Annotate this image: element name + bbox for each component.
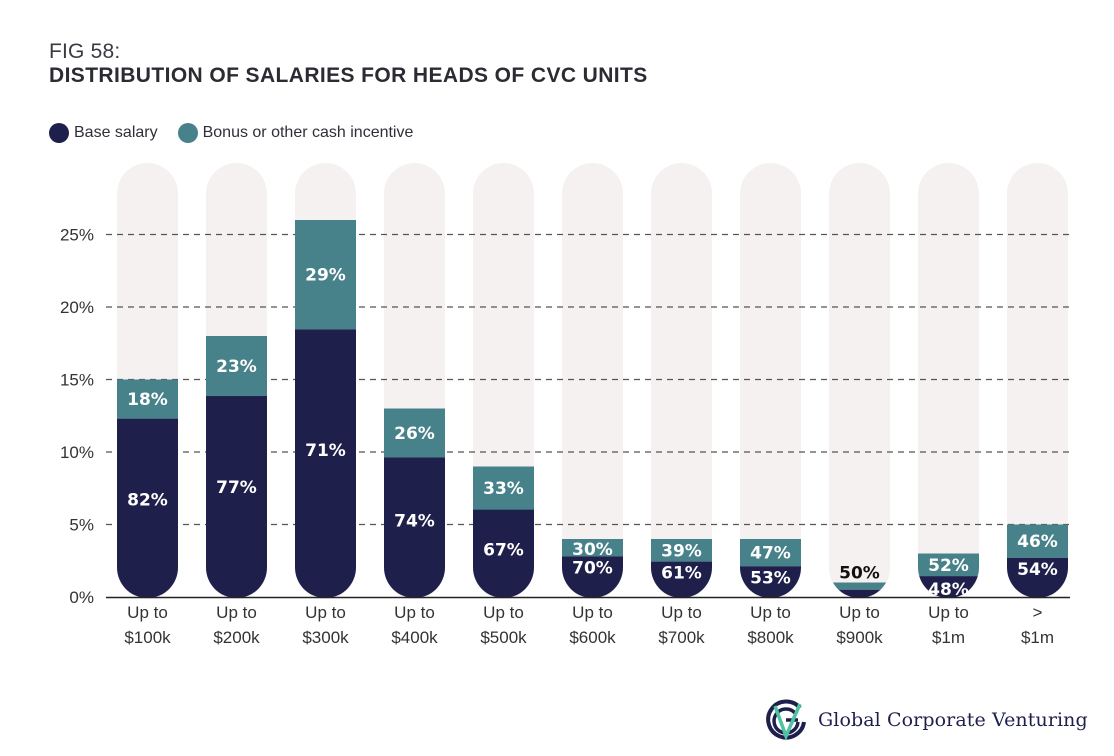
bar-stack <box>829 582 890 598</box>
legend-swatch-bonus <box>177 123 198 143</box>
legend-swatch-base <box>49 123 69 143</box>
bar-segment-bonus <box>562 539 623 557</box>
data-label-bonus: 50% <box>839 564 880 584</box>
x-tick-label: Up to <box>394 603 435 622</box>
data-label-bonus: 46% <box>1017 532 1058 552</box>
axes: 0% 5% 10% 15% 20% 25% Up to $100k Up to $200k Up t… <box>60 226 1070 647</box>
data-label-base: 54% <box>1017 560 1058 580</box>
bar-segment-base <box>918 576 979 598</box>
data-label-base: 70% <box>572 558 613 578</box>
x-tick-label: Up to <box>127 603 168 622</box>
bar-background <box>829 163 890 599</box>
data-label-base: 74% <box>394 512 435 532</box>
x-tick-label: Up to <box>305 603 346 622</box>
data-label-base: 67% <box>483 540 524 560</box>
x-tick-label: $800k <box>747 628 794 647</box>
bar-segment-bonus <box>740 539 801 567</box>
bars <box>117 220 1068 598</box>
bar-segment-bonus <box>829 582 890 590</box>
bar-segment-bonus <box>384 408 445 458</box>
data-label-bonus: 30% <box>572 540 613 560</box>
bar-background <box>1007 163 1068 599</box>
logo: Global Corporate Venturing <box>762 696 1088 744</box>
y-tick-label: 5% <box>69 516 94 535</box>
legend-item-base: Base salary <box>49 123 158 143</box>
logo-text: Global Corporate Venturing <box>818 709 1088 731</box>
x-tick-label: $1m <box>932 628 965 647</box>
bar-stack <box>473 466 534 598</box>
bar-segment-base <box>295 329 356 598</box>
bar-segment-bonus <box>295 220 356 330</box>
legend-item-bonus: Bonus or other cash incentive <box>177 123 414 143</box>
x-tick-label: $300k <box>302 628 349 647</box>
bar-segment-bonus <box>206 336 267 397</box>
x-tick-label: $500k <box>480 628 527 647</box>
data-label-base: 53% <box>750 568 791 588</box>
data-label-bonus: 23% <box>216 357 257 377</box>
y-tick-label: 10% <box>60 443 94 462</box>
bar-stack <box>117 379 178 598</box>
x-tick-label: Up to <box>928 603 969 622</box>
x-tick-label: Up to <box>839 603 880 622</box>
figure-number: FIG 58: <box>49 40 121 63</box>
y-tick-label: 15% <box>60 371 94 390</box>
data-label-bonus: 18% <box>127 390 168 410</box>
x-tick-label: $700k <box>658 628 705 647</box>
bar-segment-base <box>117 418 178 598</box>
legend: Base salary Bonus or other cash incentiv… <box>49 123 433 143</box>
legend-label-bonus: Bonus or other cash incentive <box>202 124 414 141</box>
y-tick-label: 20% <box>60 298 94 317</box>
x-tick-label: $600k <box>569 628 616 647</box>
y-tick-label: 25% <box>60 226 94 245</box>
bar-background <box>918 163 979 599</box>
x-tick-label: > <box>1033 603 1043 622</box>
data-label-base: 61% <box>661 564 702 584</box>
bar-stack <box>295 220 356 598</box>
bar-background <box>740 163 801 599</box>
bar-segment-bonus <box>918 553 979 577</box>
stacked-bar-chart: 0% 5% 10% 15% 20% 25% Up to $100k Up to $200k Up t… <box>60 163 1070 647</box>
data-labels: 18% 82% 23% 77% 29% 71% 26% 74% 33% 67% 30%70% 39% 6… <box>127 266 1058 600</box>
data-label-bonus: 26% <box>394 424 435 444</box>
gcv-logo-icon <box>766 699 806 741</box>
x-tick-label: Up to <box>483 603 524 622</box>
x-tick-label: $1m <box>1021 628 1054 647</box>
x-tick-label: Up to <box>216 603 257 622</box>
x-tick-label: Up to <box>661 603 702 622</box>
bar-background <box>651 163 712 599</box>
data-label-bonus: 52% <box>928 556 969 576</box>
bar-segment-bonus <box>473 466 534 510</box>
data-label-base: 48% <box>928 580 969 600</box>
x-tick-label: $400k <box>391 628 438 647</box>
bar-stack <box>206 336 267 598</box>
data-label-bonus: 29% <box>305 266 346 286</box>
bar-segment-base <box>829 589 890 598</box>
data-label-base: 82% <box>127 490 168 510</box>
bar-stack <box>918 553 979 598</box>
bar-segment-bonus <box>117 379 178 419</box>
data-label-base: 71% <box>305 441 346 461</box>
data-label-bonus: 39% <box>661 541 702 561</box>
bar-segment-bonus <box>651 539 712 562</box>
x-tick-label: $100k <box>124 628 171 647</box>
gridlines <box>106 233 1070 526</box>
y-tick-label: 0% <box>69 588 94 607</box>
chart-title: DISTRIBUTION OF SALARIES FOR HEADS OF CV… <box>49 64 648 87</box>
data-label-bonus: 33% <box>483 479 524 499</box>
data-label-bonus: 47% <box>750 544 791 564</box>
bar-background <box>562 163 623 599</box>
bar-segment-base <box>384 457 445 598</box>
bar-segment-base <box>206 396 267 598</box>
data-label-base: 77% <box>216 478 257 498</box>
x-tick-label: $200k <box>213 628 260 647</box>
x-tick-label: Up to <box>750 603 791 622</box>
bar-stack <box>384 408 445 598</box>
bar-segment-base <box>473 509 534 598</box>
bar-segment-bonus <box>1007 524 1068 558</box>
legend-label-base: Base salary <box>74 124 158 141</box>
x-tick-label: $900k <box>836 628 883 647</box>
x-tick-label: Up to <box>572 603 613 622</box>
